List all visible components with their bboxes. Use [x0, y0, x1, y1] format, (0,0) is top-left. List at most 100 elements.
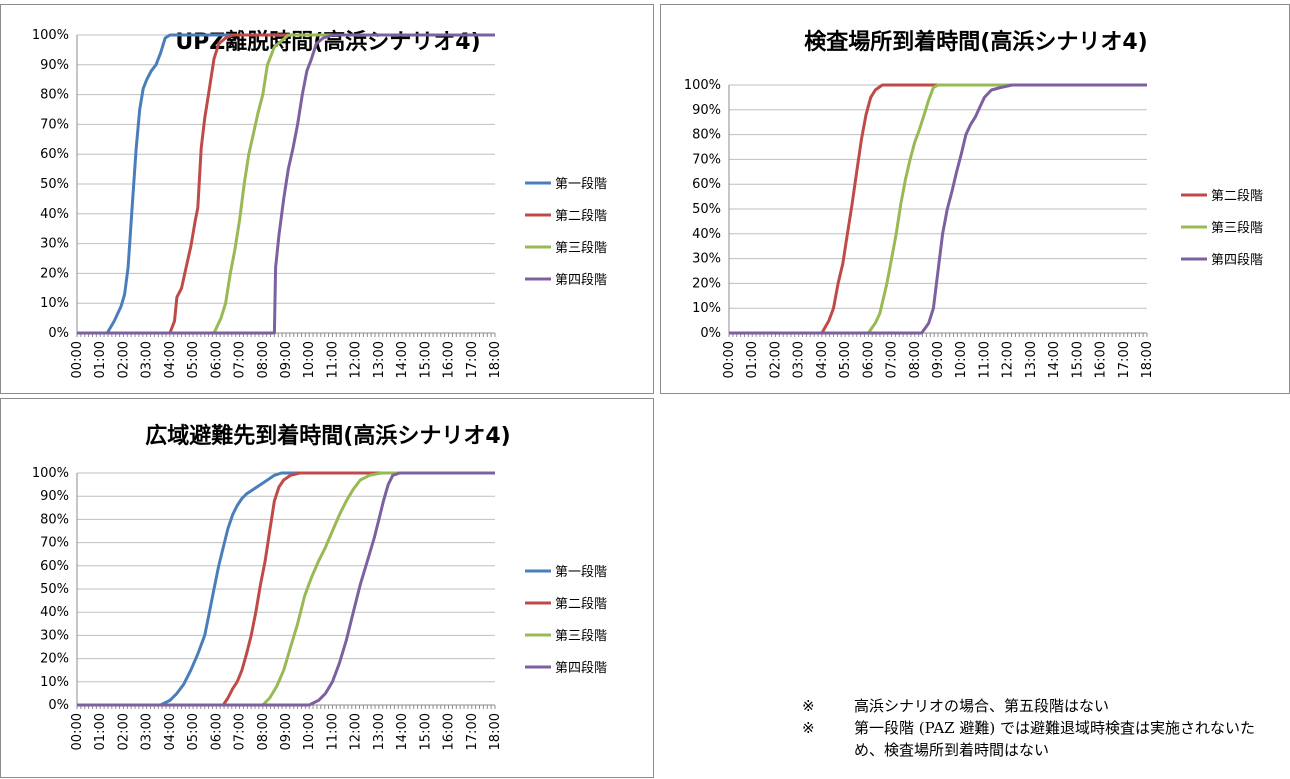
y-tick-label: 60%	[40, 147, 69, 162]
x-tick-label: 13:00	[372, 713, 387, 750]
chart-title: 検査場所到着時間(高浜シナリオ4)	[804, 29, 1147, 55]
x-tick-label: 06:00	[209, 341, 224, 378]
x-tick-label: 09:00	[279, 341, 294, 378]
x-tick-label: 17:00	[465, 713, 480, 750]
y-tick-label: 90%	[40, 489, 69, 504]
x-tick-label: 18:00	[488, 713, 503, 750]
legend-label: 第三段階	[1211, 221, 1263, 236]
x-tick-label: 04:00	[815, 341, 830, 378]
footnote-1: ※ 高浜シナリオの場合、第五段階はない	[798, 695, 1278, 717]
x-tick-label: 08:00	[256, 341, 271, 378]
y-tick-label: 70%	[40, 536, 69, 551]
y-tick-label: 100%	[32, 466, 69, 481]
x-tick-label: 11:00	[977, 341, 992, 378]
x-tick-label: 01:00	[93, 341, 108, 378]
x-tick-label: 12:00	[349, 713, 364, 750]
chart-title: 広域避難先到着時間(高浜シナリオ4)	[145, 423, 510, 449]
series-line	[729, 83, 1147, 335]
x-tick-label: 04:00	[163, 713, 178, 750]
x-tick-label: 06:00	[861, 341, 876, 378]
y-tick-label: 90%	[692, 103, 721, 118]
y-tick-label: 30%	[40, 628, 69, 643]
series-line	[77, 33, 495, 335]
y-tick-label: 10%	[40, 675, 69, 690]
legend-label: 第三段階	[555, 629, 607, 644]
x-tick-label: 00:00	[722, 341, 737, 378]
x-tick-label: 16:00	[442, 341, 457, 378]
chart-upz-departure: UPZ離脱時間(高浜シナリオ4) 0% 10% 20% 30% 40% 50% 60% 70% 8…	[0, 4, 654, 394]
footnote-mark: ※	[802, 697, 815, 715]
x-tick-label: 02:00	[116, 713, 131, 750]
y-tick-label: 90%	[40, 58, 69, 73]
legend-label: 第四段階	[555, 273, 607, 288]
x-tick-label: 09:00	[931, 341, 946, 378]
x-tick-label: 01:00	[93, 713, 108, 750]
x-tick-label: 18:00	[1140, 341, 1155, 378]
x-tick-label: 12:00	[349, 341, 364, 378]
x-tick-label: 07:00	[233, 713, 248, 750]
y-tick-label: 100%	[684, 78, 721, 93]
x-tick-label: 02:00	[768, 341, 783, 378]
x-tick-label: 11:00	[325, 713, 340, 750]
x-tick-label: 06:00	[209, 713, 224, 750]
legend-label: 第四段階	[555, 661, 607, 676]
x-tick-label: 15:00	[1070, 341, 1085, 378]
y-tick-label: 80%	[40, 88, 69, 103]
footnote-mark: ※	[802, 719, 815, 737]
x-tick-label: 09:00	[279, 713, 294, 750]
legend-label: 第三段階	[555, 241, 607, 256]
x-tick-label: 02:00	[116, 341, 131, 378]
y-tick-label: 10%	[40, 296, 69, 311]
footnote-text: 高浜シナリオの場合、第五段階はない	[854, 697, 1110, 715]
y-tick-label: 80%	[40, 512, 69, 527]
x-tick-label: 10:00	[302, 341, 317, 378]
y-tick-label: 60%	[40, 559, 69, 574]
series-line	[77, 33, 495, 335]
series-line	[77, 471, 495, 707]
y-tick-label: 100%	[32, 28, 69, 43]
chart-svg: 検査場所到着時間(高浜シナリオ4) 0% 10% 20% 30% 40% 50% 60% 70%…	[684, 29, 1263, 378]
series-line	[77, 33, 495, 335]
footnote-text: 第一段階 (PAZ 避難) では避難退域時検査は実施されないため、検査場所到着時…	[854, 719, 1255, 759]
y-tick-label: 70%	[692, 152, 721, 167]
x-tick-label: 13:00	[372, 341, 387, 378]
x-tick-label: 14:00	[395, 713, 410, 750]
x-tick-label: 04:00	[163, 341, 178, 378]
x-tick-label: 07:00	[233, 341, 248, 378]
x-tick-label: 05:00	[838, 341, 853, 378]
y-tick-label: 40%	[40, 605, 69, 620]
series-line	[77, 33, 495, 335]
y-tick-label: 30%	[40, 237, 69, 252]
x-tick-label: 00:00	[70, 341, 85, 378]
series-line	[729, 83, 1147, 335]
y-tick-label: 0%	[48, 326, 69, 341]
y-tick-label: 50%	[40, 582, 69, 597]
x-tick-label: 03:00	[792, 341, 807, 378]
y-tick-label: 10%	[692, 301, 721, 316]
x-tick-label: 08:00	[256, 713, 271, 750]
x-tick-label: 15:00	[418, 713, 433, 750]
x-tick-label: 03:00	[140, 341, 155, 378]
x-tick-label: 00:00	[70, 713, 85, 750]
x-tick-label: 01:00	[745, 341, 760, 378]
legend-label: 第四段階	[1211, 253, 1263, 268]
legend-label: 第一段階	[555, 565, 607, 580]
chart-wide-area-arrival: 広域避難先到着時間(高浜シナリオ4) 0% 10% 20% 30% 40% 50% 60% 70…	[0, 398, 654, 778]
y-tick-label: 0%	[700, 326, 721, 341]
chart-svg: UPZ離脱時間(高浜シナリオ4) 0% 10% 20% 30% 40% 50% 60% 70% 8…	[32, 28, 607, 378]
x-tick-label: 15:00	[418, 341, 433, 378]
x-tick-label: 05:00	[186, 713, 201, 750]
y-tick-label: 20%	[40, 652, 69, 667]
y-tick-label: 0%	[48, 698, 69, 713]
footnote-2: ※ 第一段階 (PAZ 避難) では避難退域時検査は実施されないため、検査場所到…	[798, 717, 1278, 761]
y-tick-label: 70%	[40, 117, 69, 132]
chart-svg: 広域避難先到着時間(高浜シナリオ4) 0% 10% 20% 30% 40% 50% 60% 70…	[32, 423, 607, 750]
y-tick-label: 60%	[692, 177, 721, 192]
x-tick-label: 12:00	[1001, 341, 1016, 378]
legend-label: 第二段階	[555, 597, 607, 612]
x-tick-label: 16:00	[1094, 341, 1109, 378]
x-tick-label: 03:00	[140, 713, 155, 750]
x-tick-label: 18:00	[488, 341, 503, 378]
series-line	[729, 83, 1147, 335]
y-tick-label: 40%	[40, 207, 69, 222]
